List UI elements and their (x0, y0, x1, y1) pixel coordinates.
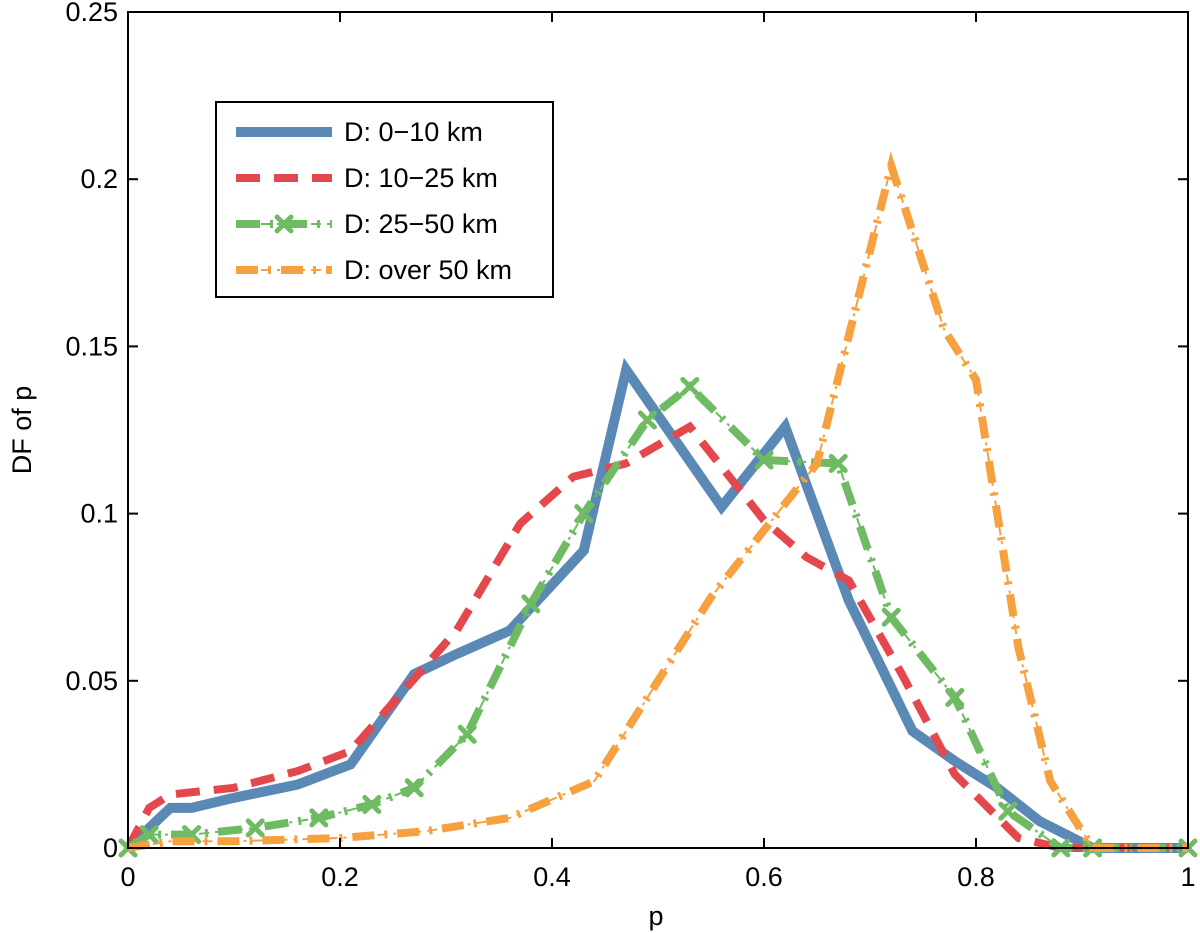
y-tick-label: 0.05 (65, 666, 118, 696)
data-point (309, 808, 329, 828)
legend-item: D: 25−50 km (236, 209, 498, 239)
x-tick-label: 0.6 (745, 862, 783, 892)
legend-marker (274, 214, 294, 234)
data-point (362, 795, 382, 815)
legend-item: D: 10−25 km (236, 163, 498, 193)
series-2 (124, 421, 1188, 852)
y-tick-label: 0.1 (80, 499, 118, 529)
data-point (574, 504, 594, 524)
series-line (125, 381, 1188, 852)
y-tick-label: 0.15 (65, 331, 118, 361)
y-tick-label: 0.25 (65, 0, 118, 27)
series-layer (118, 151, 1198, 858)
series-4 (127, 151, 1188, 852)
data-point (245, 818, 265, 838)
x-tick-label: 1 (1180, 862, 1195, 892)
x-tick-label: 0.8 (957, 862, 995, 892)
series-3 (118, 377, 1198, 858)
legend-label: D: 25−50 km (344, 209, 498, 239)
legend-label: D: 10−25 km (344, 163, 498, 193)
data-point (404, 778, 424, 798)
x-tick-label: 0.2 (321, 862, 359, 892)
x-tick-label: 0.4 (533, 862, 571, 892)
data-point (754, 450, 774, 470)
legend-label: D: 0−10 km (344, 117, 483, 147)
axes-box (127, 11, 1189, 849)
legend-item: D: 0−10 km (236, 117, 483, 147)
data-point (881, 607, 901, 627)
series-line (124, 357, 1188, 853)
data-point (680, 377, 700, 397)
legend-item: D: over 50 km (236, 255, 512, 285)
y-tick-label: 0.2 (80, 164, 118, 194)
data-point (828, 453, 848, 473)
x-tick-label: 0 (120, 862, 135, 892)
y-tick-label: 0 (103, 833, 118, 863)
legend: D: 0−10 km D: 10−25 km D: 25−50 km D: over … (215, 101, 554, 298)
data-point (457, 724, 477, 744)
x-axis-title: p (648, 901, 663, 931)
legend-label: D: over 50 km (344, 255, 512, 285)
series-1 (124, 357, 1188, 853)
data-point (998, 801, 1018, 821)
data-point (139, 825, 159, 845)
series-line (127, 151, 1188, 852)
series-line (124, 421, 1188, 852)
data-point (945, 688, 965, 708)
data-point (521, 594, 541, 614)
axes-layer: 0 0.2 0.4 0.6 0.8 1 0 0.05 0.1 0.15 0.2 0.25 (65, 0, 1195, 892)
data-point (637, 410, 657, 430)
y-axis-title: DF of p (7, 386, 37, 475)
